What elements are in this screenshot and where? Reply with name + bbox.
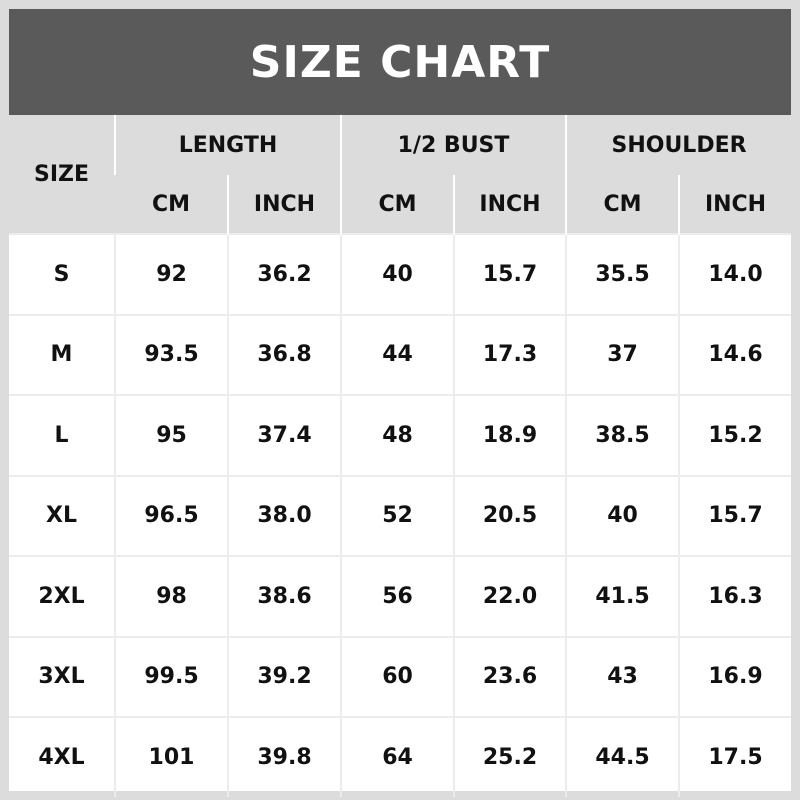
value-cell: 38.5 xyxy=(565,394,680,476)
value-cell: 99.5 xyxy=(114,635,228,717)
table-row: M 93.5 36.8 44 17.3 37 14.6 xyxy=(9,313,792,395)
value-cell: 39.2 xyxy=(227,635,341,717)
size-cell: 2XL xyxy=(9,555,115,637)
value-cell: 48 xyxy=(340,394,454,476)
value-cell: 52 xyxy=(340,474,454,556)
value-cell: 37.4 xyxy=(227,394,341,476)
value-cell: 36.8 xyxy=(227,313,341,395)
table-row: 3XL 99.5 39.2 60 23.6 43 16.9 xyxy=(9,635,792,717)
value-cell: 95 xyxy=(114,394,228,476)
header-unit: INCH xyxy=(678,175,792,234)
value-cell: 38.6 xyxy=(227,555,341,637)
value-cell: 20.5 xyxy=(452,474,567,556)
header-size: SIZE xyxy=(9,115,115,234)
value-cell: 40 xyxy=(565,474,680,556)
value-cell: 93.5 xyxy=(114,313,228,395)
value-cell: 38.0 xyxy=(227,474,341,556)
value-cell: 39.8 xyxy=(227,716,341,797)
header-unit: CM xyxy=(115,175,228,234)
table-row: L 95 37.4 48 18.9 38.5 15.2 xyxy=(9,394,792,476)
size-cell: XL xyxy=(9,474,115,556)
value-cell: 35.5 xyxy=(565,233,680,315)
header-unit: CM xyxy=(565,175,680,234)
value-cell: 15.7 xyxy=(678,474,792,556)
size-cell: M xyxy=(9,313,115,395)
size-chart: SIZE CHART SIZE LENGTH 1/2 BUST SHOULDER… xyxy=(9,9,792,797)
value-cell: 17.5 xyxy=(678,716,792,797)
value-cell: 23.6 xyxy=(452,635,567,717)
value-cell: 92 xyxy=(114,233,228,315)
value-cell: 40 xyxy=(340,233,454,315)
value-cell: 101 xyxy=(114,716,228,797)
size-cell: S xyxy=(9,233,115,315)
size-cell: 3XL xyxy=(9,635,115,717)
value-cell: 37 xyxy=(565,313,680,395)
value-cell: 64 xyxy=(340,716,454,797)
value-cell: 14.6 xyxy=(678,313,792,395)
table-row: S 92 36.2 40 15.7 35.5 14.0 xyxy=(9,233,792,315)
table-row: 2XL 98 38.6 56 22.0 41.5 16.3 xyxy=(9,555,792,637)
value-cell: 36.2 xyxy=(227,233,341,315)
size-cell: L xyxy=(9,394,115,476)
value-cell: 25.2 xyxy=(452,716,567,797)
value-cell: 44 xyxy=(340,313,454,395)
value-cell: 18.9 xyxy=(452,394,567,476)
table-row: XL 96.5 38.0 52 20.5 40 15.7 xyxy=(9,474,792,556)
value-cell: 17.3 xyxy=(452,313,567,395)
header-unit: CM xyxy=(340,175,454,234)
value-cell: 41.5 xyxy=(565,555,680,637)
value-cell: 98 xyxy=(114,555,228,637)
size-cell: 4XL xyxy=(9,716,115,797)
header-shoulder: SHOULDER xyxy=(565,115,792,175)
value-cell: 16.3 xyxy=(678,555,792,637)
value-cell: 43 xyxy=(565,635,680,717)
value-cell: 16.9 xyxy=(678,635,792,717)
value-cell: 15.2 xyxy=(678,394,792,476)
chart-title: SIZE CHART xyxy=(9,9,791,115)
header-unit: INCH xyxy=(452,175,567,234)
value-cell: 56 xyxy=(340,555,454,637)
value-cell: 44.5 xyxy=(565,716,680,797)
table-body: S 92 36.2 40 15.7 35.5 14.0 M 93.5 36.8 44 17.3 37 14… xyxy=(9,233,792,797)
value-cell: 14.0 xyxy=(678,233,792,315)
header-length: LENGTH xyxy=(114,115,341,175)
value-cell: 60 xyxy=(340,635,454,717)
header-bust: 1/2 BUST xyxy=(339,115,567,175)
value-cell: 96.5 xyxy=(114,474,228,556)
size-table: SIZE LENGTH 1/2 BUST SHOULDER CM INCH CM… xyxy=(9,115,792,797)
value-cell: 15.7 xyxy=(452,233,567,315)
table-row: 4XL 101 39.8 64 25.2 44.5 17.5 xyxy=(9,716,792,797)
header-unit: INCH xyxy=(227,175,341,234)
value-cell: 22.0 xyxy=(452,555,567,637)
